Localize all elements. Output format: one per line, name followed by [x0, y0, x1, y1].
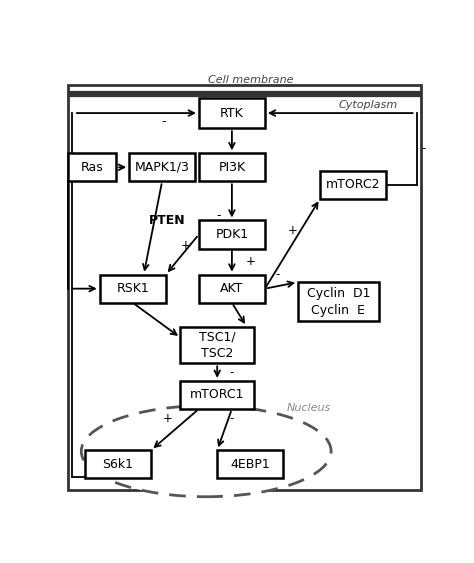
- Text: RSK1: RSK1: [116, 282, 149, 295]
- Text: mTORC1: mTORC1: [190, 388, 245, 401]
- Text: MAPK1/3: MAPK1/3: [135, 161, 190, 174]
- Text: -: -: [230, 365, 234, 378]
- Text: Cell membrane: Cell membrane: [208, 75, 293, 84]
- Text: -: -: [217, 209, 221, 222]
- Text: AKT: AKT: [220, 282, 244, 295]
- Text: PI3K: PI3K: [219, 161, 246, 174]
- Bar: [320, 171, 386, 199]
- Text: +: +: [246, 255, 255, 268]
- Text: -: -: [230, 412, 234, 425]
- Bar: [199, 98, 265, 128]
- Text: PDK1: PDK1: [215, 228, 248, 241]
- Bar: [298, 282, 379, 321]
- Bar: [181, 327, 254, 364]
- Bar: [129, 153, 195, 181]
- Text: Nucleus: Nucleus: [287, 403, 331, 413]
- Text: -: -: [162, 115, 166, 128]
- Bar: [217, 450, 283, 479]
- Text: Ras: Ras: [81, 161, 104, 174]
- Text: -: -: [276, 268, 280, 281]
- Bar: [68, 153, 116, 181]
- Text: Cytoplasm: Cytoplasm: [338, 100, 398, 110]
- Text: PTEN: PTEN: [149, 213, 186, 227]
- Text: +: +: [288, 224, 298, 237]
- Bar: [85, 450, 151, 479]
- Text: +: +: [181, 239, 191, 252]
- Text: -: -: [421, 142, 426, 155]
- Text: 4EBP1: 4EBP1: [230, 458, 270, 471]
- Bar: [100, 275, 166, 303]
- Bar: [199, 275, 265, 303]
- Text: S6k1: S6k1: [102, 458, 134, 471]
- Bar: [199, 220, 265, 248]
- Text: mTORC2: mTORC2: [326, 178, 380, 191]
- Text: Cyclin  D1
Cyclin  E: Cyclin D1 Cyclin E: [307, 287, 370, 316]
- Text: +: +: [163, 412, 173, 425]
- Text: RTK: RTK: [220, 106, 244, 119]
- Text: TSC1/
TSC2: TSC1/ TSC2: [199, 330, 236, 360]
- Bar: [181, 381, 254, 409]
- Bar: [199, 153, 265, 181]
- Ellipse shape: [82, 406, 331, 497]
